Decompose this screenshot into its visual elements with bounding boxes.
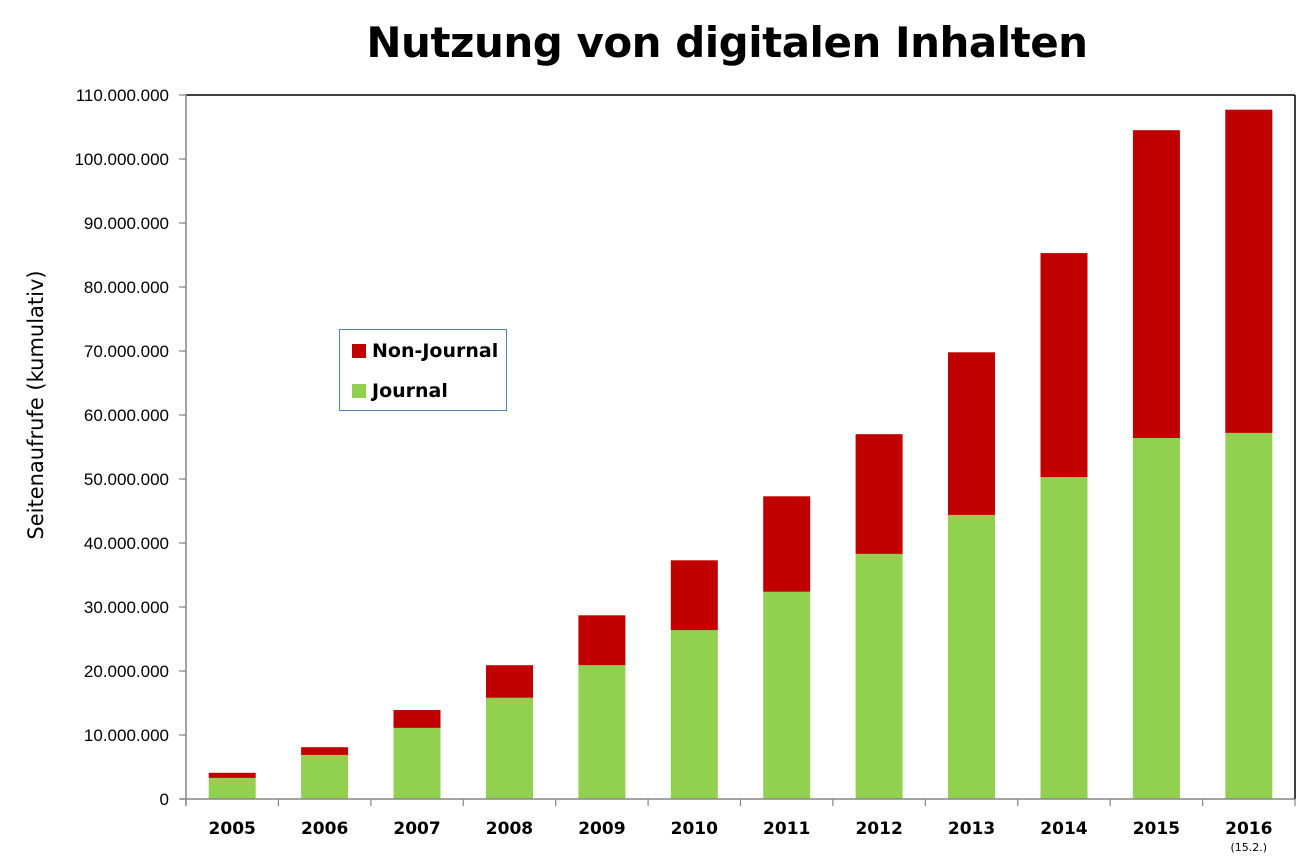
y-tick-label: 90.000.000: [84, 214, 169, 233]
labels-layer: 0 10.000.000 20.000.000 30.000.000 40.000.00…: [74, 86, 1272, 854]
legend-label-non-journal: Non-Journal: [372, 340, 499, 362]
bar-non-journal-2009: [578, 615, 626, 666]
bar-journal-2014: [1040, 477, 1088, 799]
x-tick-label: 2011: [763, 819, 810, 839]
bar-non-journal-2014: [1040, 253, 1088, 478]
bar-non-journal-2007: [393, 710, 441, 728]
x-tick-label: 2014: [1040, 819, 1087, 839]
y-tick-label: 60.000.000: [84, 406, 169, 425]
bar-non-journal-2008: [486, 665, 533, 698]
bar-journal-2005: [208, 777, 256, 799]
bar-journal-2015: [1132, 438, 1180, 799]
legend-item-non-journal: Non-Journal: [352, 340, 498, 362]
bar-non-journal-2006: [301, 747, 349, 755]
x-tick-label: 2015: [1133, 819, 1180, 839]
y-tick-label: 20.000.000: [84, 662, 169, 681]
y-tick-label: 30.000.000: [84, 598, 169, 617]
x-tick-label: 2012: [855, 819, 902, 839]
x-tick-label: 2013: [948, 819, 995, 839]
y-tick-label: 80.000.000: [84, 278, 169, 297]
bar-journal-2008: [486, 697, 533, 799]
legend-swatch-journal: [352, 384, 366, 398]
x-tick-label: 2006: [301, 819, 348, 839]
bar-non-journal-2010: [670, 560, 718, 631]
y-tick-label: 70.000.000: [84, 342, 169, 361]
legend-item-journal: Journal: [352, 380, 448, 402]
bar-journal-2016: [1225, 432, 1273, 799]
bar-journal-2010: [670, 630, 718, 799]
bar-journal-2007: [393, 728, 441, 799]
legend: Non-Journal Journal: [339, 329, 507, 411]
bar-journal-2009: [578, 665, 626, 799]
legend-label-journal: Journal: [372, 380, 448, 402]
bar-journal-2013: [948, 514, 995, 799]
axes-layer: [179, 94, 1296, 806]
x-tick-label: 2007: [393, 819, 440, 839]
y-tick-label: 50.000.000: [84, 470, 169, 489]
bar-journal-2011: [763, 591, 811, 799]
bar-non-journal-2016: [1225, 109, 1273, 433]
x-tick-label: 2010: [671, 819, 718, 839]
x-tick-label: 2016: [1225, 819, 1272, 839]
y-tick-label: 110.000.000: [76, 86, 169, 105]
y-tick-label: 0: [160, 790, 169, 809]
bar-non-journal-2013: [948, 352, 995, 515]
chart-title: Nutzung von digitalen Inhalten: [366, 18, 1088, 67]
x-tick-note: (15.2.): [1231, 841, 1268, 854]
bar-journal-2006: [301, 754, 349, 799]
y-tick-label: 10.000.000: [84, 726, 169, 745]
bar-non-journal-2005: [208, 772, 256, 778]
x-tick-label: 2009: [578, 819, 625, 839]
bar-non-journal-2015: [1132, 130, 1180, 438]
y-tick-label: 100.000.000: [74, 150, 169, 169]
legend-swatch-non-journal: [352, 344, 366, 358]
bars-layer: [208, 109, 1273, 799]
bar-non-journal-2012: [855, 434, 903, 554]
y-tick-label: 40.000.000: [84, 534, 169, 553]
bar-journal-2012: [855, 553, 903, 799]
x-tick-label: 2005: [209, 819, 256, 839]
x-tick-label: 2008: [486, 819, 533, 839]
bar-non-journal-2011: [763, 496, 811, 592]
